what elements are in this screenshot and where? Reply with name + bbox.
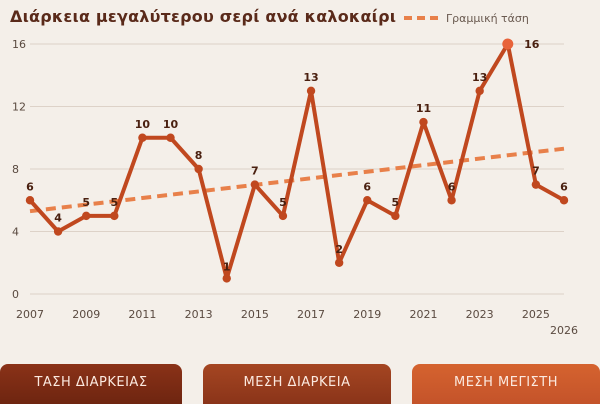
data-label: 10 [135, 118, 151, 131]
y-tick-label: 12 [12, 101, 26, 114]
data-point [559, 196, 569, 205]
data-point [166, 133, 175, 142]
data-point [82, 211, 91, 221]
x-tick-label: 2021 [409, 308, 437, 321]
data-point [25, 196, 35, 205]
data-label: 6 [363, 180, 371, 193]
data-label: 6 [448, 180, 456, 193]
x-tick-label: 2019 [353, 308, 381, 321]
data-point [502, 38, 514, 50]
data-label: 6 [26, 180, 34, 193]
data-label: 2 [335, 243, 343, 256]
data-label: 5 [82, 196, 90, 209]
y-tick-label: 4 [12, 226, 19, 239]
data-point [363, 196, 372, 205]
x-tick-label: 2026 [550, 324, 578, 337]
data-point [110, 211, 119, 221]
data-label: 5 [110, 196, 118, 209]
data-point [475, 86, 484, 96]
x-tick-label: 2023 [466, 308, 494, 321]
chart-title: Διάρκεια μεγαλύτερου σερί ανά καλοκαίρι [10, 7, 397, 26]
data-label: 16 [524, 38, 540, 51]
data-label: 13 [472, 71, 487, 84]
data-point [250, 180, 260, 189]
data-label: 4 [54, 212, 62, 225]
trend-duration-button[interactable]: ΤΑΣΗ ΔΙΑΡΚΕΙΑΣ [0, 364, 182, 404]
data-label: 7 [251, 165, 259, 178]
mean-duration-button[interactable]: ΜΕΣΗ ΔΙΑΡΚΕΙΑ [203, 364, 391, 404]
data-point [419, 117, 428, 127]
x-tick-label: 2017 [297, 308, 325, 321]
data-point [278, 211, 288, 221]
data-point [391, 211, 400, 221]
data-label: 7 [532, 165, 540, 178]
data-point [531, 180, 541, 189]
data-point [138, 133, 147, 142]
data-label: 13 [303, 71, 318, 84]
y-tick-label: 8 [12, 163, 19, 176]
data-point [194, 164, 203, 174]
data-point [222, 274, 231, 283]
x-tick-label: 2009 [72, 308, 100, 321]
data-label: 6 [560, 180, 568, 193]
data-label: 8 [195, 149, 203, 162]
x-tick-label: 2025 [522, 308, 550, 321]
x-tick-label: 2007 [16, 308, 44, 321]
y-tick-label: 16 [12, 38, 26, 51]
data-label: 11 [416, 102, 431, 115]
x-tick-label: 2013 [185, 308, 213, 321]
legend-label: Γραμμική τάση [446, 12, 529, 25]
data-point [53, 227, 63, 236]
y-tick-label: 0 [12, 288, 19, 301]
mean-max-button[interactable]: ΜΕΣΗ ΜΕΓΙΣΤΗ [412, 364, 600, 404]
series-line [28, 42, 566, 281]
x-tick-label: 2011 [128, 308, 156, 321]
data-label: 10 [163, 118, 179, 131]
x-tick-label: 2015 [241, 308, 269, 321]
data-label: 5 [279, 196, 287, 209]
data-label: 5 [392, 196, 400, 209]
data-point [334, 258, 344, 267]
data-point [306, 86, 316, 96]
data-point [447, 196, 456, 205]
data-label: 1 [223, 260, 231, 273]
